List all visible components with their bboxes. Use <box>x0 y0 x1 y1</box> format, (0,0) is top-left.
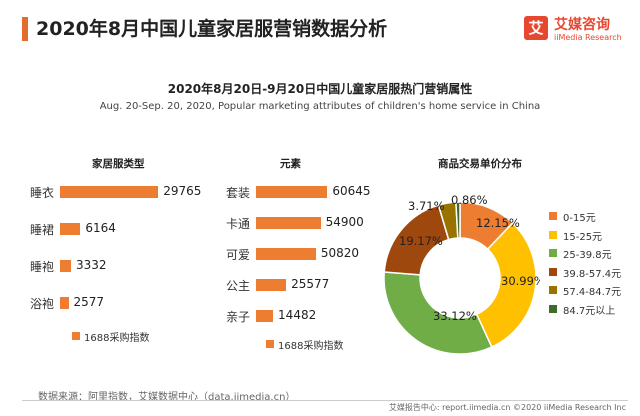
legend-label: 0-15元 <box>563 213 596 224</box>
value-label: 29765 <box>163 184 202 198</box>
slice-value-label: 12.15% <box>476 216 520 230</box>
footer-text: 艾媒报告中心: report.iimedia.cn ©2020 iiMedia … <box>388 403 626 412</box>
legend-swatch <box>549 230 557 239</box>
bar <box>60 186 159 198</box>
value-label: 54900 <box>325 215 364 229</box>
category-label: 套装 <box>225 186 250 200</box>
donut-chart-price: 12.15% 30.99% 33.12% 19.17% 3.71% 0.86% <box>383 193 540 355</box>
legend-label: 84.7元以上 <box>563 306 616 317</box>
category-label: 浴袍 <box>29 297 54 311</box>
legend-swatch <box>549 286 557 295</box>
slice-value-label: 19.17% <box>399 234 443 248</box>
logo-text-cn: 艾媒咨询 <box>554 17 610 33</box>
pie-slice <box>383 271 493 355</box>
panel-title-price: 商品交易单价分布 <box>438 158 522 170</box>
bar <box>256 279 287 291</box>
legend-swatch <box>549 267 557 276</box>
title-accent-bar <box>22 17 28 41</box>
value-label: 14482 <box>278 308 317 322</box>
bar <box>256 248 316 260</box>
panel-title-type: 家居服类型 <box>92 158 145 170</box>
bar <box>256 217 321 229</box>
value-label: 25577 <box>291 277 330 291</box>
legend-swatch <box>549 305 557 313</box>
legend-label: 15-25元 <box>563 231 603 243</box>
bar <box>60 260 71 272</box>
category-label: 公主 <box>225 279 250 293</box>
category-label: 卡通 <box>225 217 250 231</box>
slice-value-label: 30.99% <box>501 274 540 288</box>
bar <box>60 297 69 309</box>
logo-text-en: iiMedia Research <box>554 33 622 42</box>
value-label: 60645 <box>332 184 371 198</box>
value-label: 3332 <box>75 258 107 272</box>
legend-swatch-element <box>266 340 274 348</box>
value-label: 50820 <box>320 246 360 260</box>
legend-swatch-type <box>72 332 80 340</box>
chart-subtitle: 2020年8月20日-9月20日中国儿童家居服热门营销属性 <box>167 82 473 96</box>
footer-divider <box>22 400 628 401</box>
legend-label: 25-39.8元 <box>563 250 612 262</box>
bar <box>256 310 274 322</box>
bar <box>256 186 328 198</box>
legend-label: 39.8-57.4元 <box>563 268 622 280</box>
page-title: 2020年8月中国儿童家居服营销数据分析 <box>36 18 388 40</box>
panel-title-element: 元素 <box>280 158 301 170</box>
iimedia-logo: 艾 艾媒咨询 iiMedia Research <box>524 14 632 46</box>
logo-mark: 艾 <box>524 16 548 40</box>
slice-value-label: 3.71% <box>408 199 445 213</box>
legend-label-type: 1688采购指数 <box>84 333 150 344</box>
category-label: 睡衣 <box>29 186 54 200</box>
pie-slice <box>455 201 461 239</box>
legend-swatch <box>549 249 557 258</box>
value-label: 2577 <box>73 295 105 309</box>
category-label: 可爱 <box>225 248 250 262</box>
value-label: 6164 <box>85 221 116 235</box>
slice-value-label: 33.12% <box>433 309 477 323</box>
bar <box>60 223 81 235</box>
legend-swatch <box>549 212 557 220</box>
legend-label-element: 1688采购指数 <box>278 341 344 352</box>
data-source: 数据来源：阿里指数，艾媒数据中心（data.iimedia.cn） <box>38 392 296 403</box>
pie-slice <box>475 222 537 349</box>
chart-subtitle-en: Aug. 20-Sep. 20, 2020, Popular marketing… <box>99 101 541 112</box>
legend-label: 57.4-84.7元 <box>563 287 622 299</box>
slice-value-label: 0.86% <box>451 193 488 207</box>
category-label: 睡裙 <box>29 223 54 237</box>
category-label: 亲子 <box>225 310 250 324</box>
category-label: 睡袍 <box>29 260 54 274</box>
